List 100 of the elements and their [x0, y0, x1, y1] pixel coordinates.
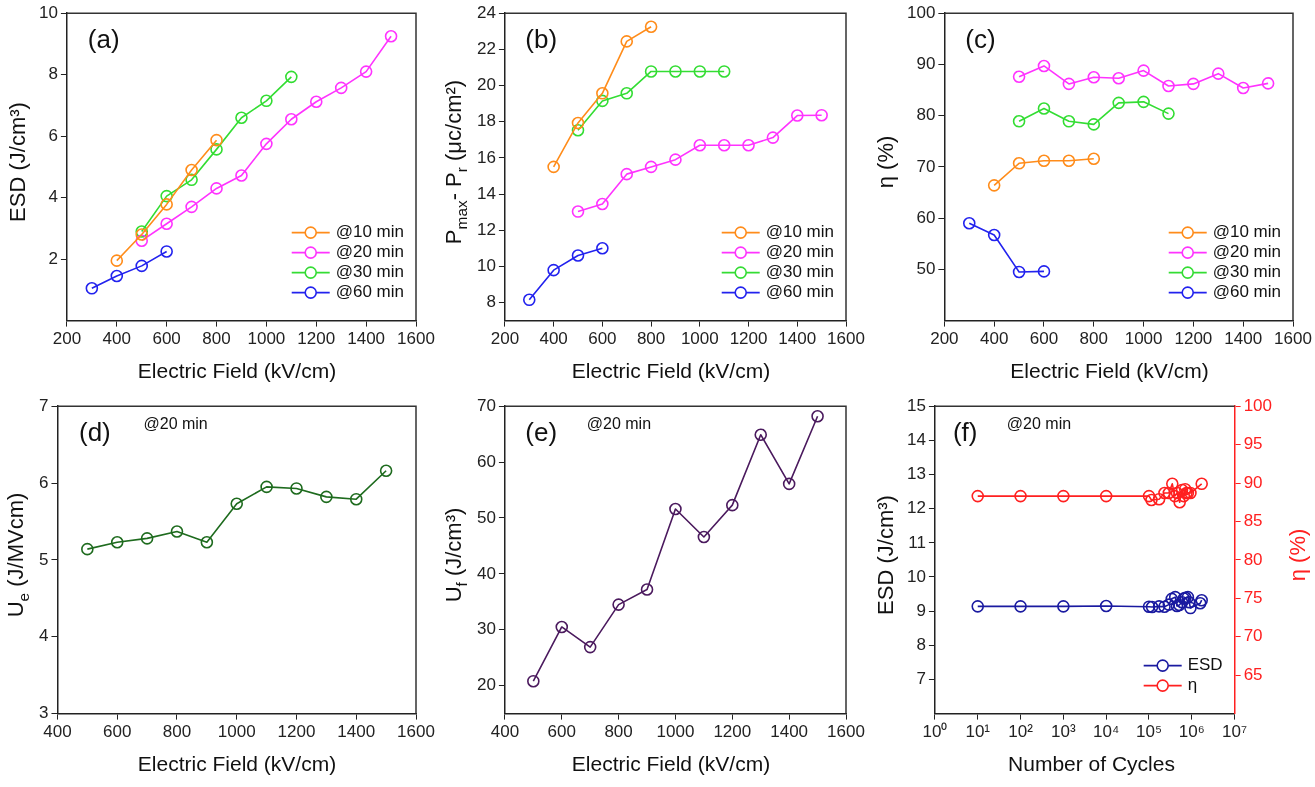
annotation: @20 min: [143, 415, 208, 433]
point: [260, 480, 273, 494]
y-tick-label: 22: [476, 39, 496, 59]
y-tick-label: 60: [476, 451, 496, 471]
point: [135, 259, 149, 273]
y-axis-title: η (%): [873, 135, 899, 188]
x-tick-label: 1600: [1274, 329, 1312, 349]
y-tick-label: 11: [908, 532, 926, 552]
point: [379, 464, 393, 478]
point: [1236, 81, 1250, 95]
point: [620, 167, 634, 181]
y-tick-label: 7: [38, 395, 49, 415]
point: [583, 640, 597, 654]
y-tick-label: 5: [38, 549, 49, 569]
legend-label: @10 min: [765, 222, 835, 242]
y2-tick-label: 90: [1243, 472, 1263, 492]
point: [140, 532, 154, 545]
point: [754, 428, 768, 441]
y-tick-label: 10: [476, 256, 496, 276]
point: [726, 498, 739, 512]
legend-label: ESD: [1187, 655, 1223, 675]
point: [110, 535, 124, 549]
y-tick-label: 15: [906, 395, 926, 415]
legend-label: @20 min: [1212, 242, 1282, 262]
point: [644, 20, 658, 34]
x-tick-label: 10³: [1051, 722, 1076, 742]
point: [309, 95, 323, 109]
y-tick-label: 60: [916, 207, 936, 227]
point: [717, 65, 731, 78]
point: [285, 70, 298, 84]
point: [230, 497, 244, 511]
annotation: @20 min: [586, 415, 652, 433]
point: [135, 234, 149, 247]
x-tick-label: 600: [588, 329, 617, 349]
y-tick-label: 90: [916, 54, 936, 74]
point: [547, 160, 560, 174]
point: [384, 29, 398, 43]
point: [160, 189, 173, 203]
x-tick-label: 800: [1079, 329, 1108, 349]
point: [1012, 70, 1026, 84]
point: [110, 269, 124, 283]
x-tick-label: 1400: [337, 722, 376, 742]
y-tick-label: 14: [906, 430, 926, 450]
y2-tick-label: 65: [1243, 664, 1263, 684]
x-tick-label: 1600: [827, 329, 865, 349]
point: [596, 197, 609, 211]
y-tick-label: 20: [476, 675, 496, 695]
point: [693, 65, 707, 78]
y-tick-label: 3: [38, 703, 49, 723]
point: [1087, 152, 1101, 165]
point: [320, 490, 333, 504]
point: [644, 160, 658, 174]
y2-tick-label: 70: [1243, 626, 1263, 646]
legend-label: @60 min: [765, 282, 835, 302]
x-tick-label: 400: [43, 722, 72, 742]
point: [235, 111, 248, 125]
point: [1012, 265, 1026, 279]
point: [260, 94, 273, 108]
y-tick-label: 18: [476, 111, 496, 131]
point: [334, 81, 348, 95]
x-tick-label: 1600: [827, 722, 865, 742]
x-tick-label: 200: [490, 329, 520, 349]
point: [1261, 77, 1275, 90]
x-tick-label: 800: [604, 722, 633, 742]
point: [110, 254, 124, 267]
x-tick-label: 10²: [1008, 722, 1034, 742]
x-axis-title: Electric Field (kV/cm): [136, 752, 338, 776]
point: [717, 138, 731, 152]
point: [170, 525, 184, 538]
x-tick-label: 400: [490, 722, 520, 742]
x-axis-title: Electric Field (kV/cm): [570, 752, 772, 776]
x-tick-label: 200: [930, 329, 959, 349]
point: [160, 198, 173, 211]
point: [1062, 154, 1076, 168]
point: [185, 173, 198, 187]
point: [185, 200, 198, 214]
point: [160, 217, 173, 231]
x-tick-label: 600: [103, 722, 132, 742]
y-tick-label: 2: [48, 248, 58, 268]
point: [1062, 115, 1076, 128]
point: [1211, 67, 1225, 80]
point: [644, 65, 658, 78]
legend-label: @30 min: [765, 262, 835, 282]
legend-label: η: [1187, 675, 1198, 695]
y-axis-title: ESD (J/cm³): [873, 494, 899, 615]
y-tick-label: 8: [48, 64, 58, 84]
point: [85, 282, 99, 295]
legend-label: @20 min: [765, 242, 835, 262]
y-tick-label: 8: [486, 292, 496, 312]
x-tick-label: 1200: [713, 722, 752, 742]
point: [571, 249, 585, 262]
y2-axis-title: η (%): [1285, 528, 1311, 581]
point: [1162, 79, 1175, 93]
y-tick-label: 8: [916, 634, 926, 654]
y-tick-label: 80: [916, 105, 936, 125]
annotation: @20 min: [1006, 415, 1072, 433]
point: [669, 153, 682, 166]
point: [742, 138, 755, 152]
point: [235, 169, 248, 182]
x-tick-label: 400: [539, 329, 568, 349]
